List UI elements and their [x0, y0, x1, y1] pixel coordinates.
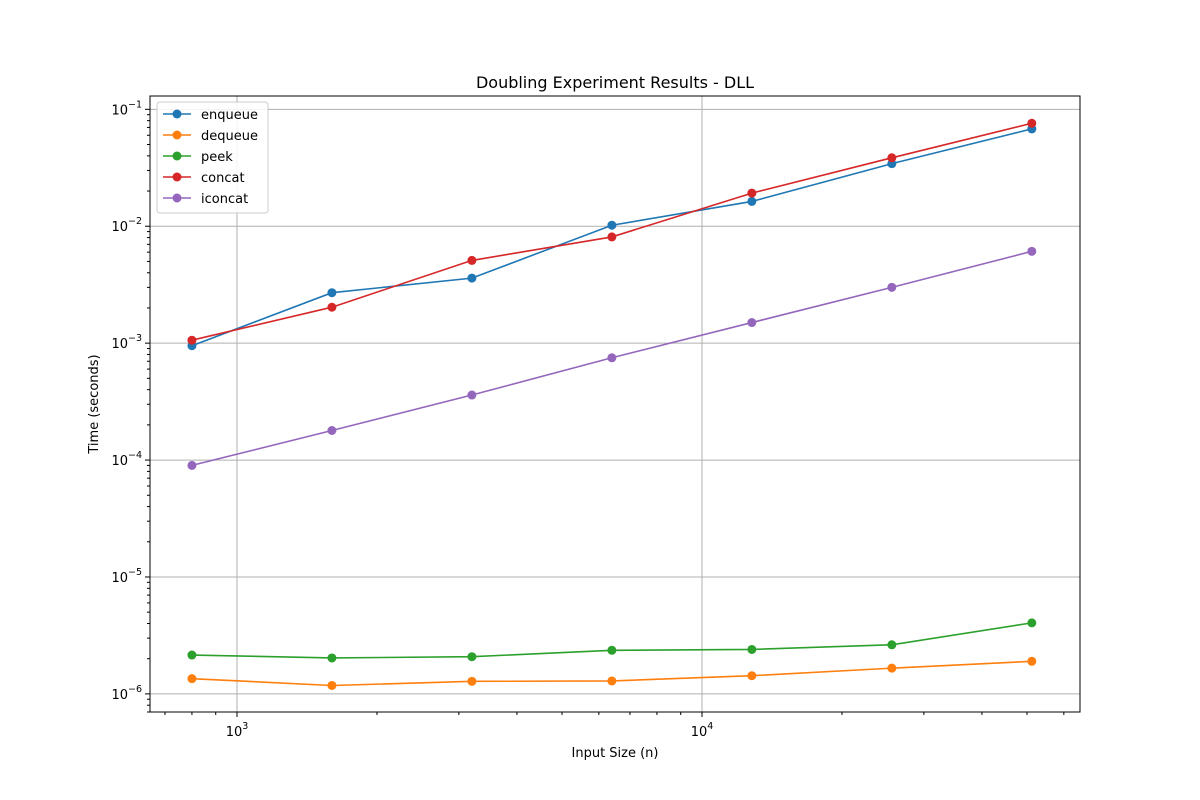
x-tick-label: 104: [691, 721, 714, 740]
y-tick-label-base: 10: [111, 220, 128, 235]
x-tick-label-exponent: 3: [242, 721, 248, 732]
y-tick-label: 10−5: [111, 567, 142, 586]
legend: enqueue dequeue peek concat iconcat: [156, 101, 269, 214]
series-layer: [187, 118, 1037, 690]
legend-entry-iconcat: iconcat: [163, 192, 248, 207]
data-point-peek: [327, 653, 337, 663]
y-tick-label-exponent: −1: [128, 99, 142, 110]
y-tick-label-exponent: −4: [128, 450, 142, 461]
data-point-concat: [747, 188, 757, 198]
y-tick-label-base: 10: [111, 337, 128, 352]
y-tick-label-base: 10: [111, 571, 128, 586]
data-point-iconcat: [887, 282, 897, 292]
chart-title: Doubling Experiment Results - DLL: [476, 73, 754, 92]
data-point-dequeue: [327, 680, 337, 690]
legend-marker-peek: [172, 151, 182, 161]
legend-label-concat: concat: [201, 171, 245, 186]
y-tick-label: 10−6: [111, 684, 142, 703]
legend-marker-iconcat: [172, 193, 182, 203]
data-point-peek: [607, 645, 617, 655]
data-point-dequeue: [467, 676, 477, 686]
legend-label-dequeue: dequeue: [201, 129, 258, 144]
legend-label-peek: peek: [201, 150, 233, 165]
legend-label-enqueue: enqueue: [201, 108, 258, 123]
legend-entry-peek: peek: [163, 150, 233, 165]
x-axis-label: Input Size (n): [572, 746, 659, 761]
data-point-peek: [747, 644, 757, 654]
data-point-iconcat: [187, 460, 197, 470]
data-point-enqueue: [607, 220, 617, 230]
x-tick-label-exponent: 4: [707, 721, 713, 732]
y-tick-label: 10−3: [111, 333, 142, 352]
legend-label-iconcat: iconcat: [201, 192, 248, 207]
legend-box: [156, 101, 269, 214]
y-tick-label-base: 10: [111, 103, 128, 118]
y-tick-label-base: 10: [111, 688, 128, 703]
data-point-enqueue: [747, 196, 757, 206]
data-point-peek: [887, 640, 897, 650]
data-point-iconcat: [467, 390, 477, 400]
x-tick-label: 103: [226, 721, 249, 740]
data-point-iconcat: [1027, 246, 1037, 256]
series-iconcat: [187, 246, 1037, 470]
y-tick-label-base: 10: [111, 454, 128, 469]
series-peek: [187, 618, 1037, 663]
data-point-peek: [467, 652, 477, 662]
data-point-peek: [1027, 618, 1037, 628]
axes-frame: [149, 95, 1081, 713]
legend-marker-enqueue: [172, 109, 182, 119]
data-point-concat: [187, 335, 197, 345]
y-tick-label-exponent: −3: [128, 333, 142, 344]
data-point-enqueue: [467, 273, 477, 283]
data-point-dequeue: [187, 674, 197, 684]
legend-entry-concat: concat: [163, 171, 245, 186]
y-tick-label: 10−2: [111, 216, 142, 235]
y-tick-label: 10−1: [111, 99, 142, 118]
data-point-concat: [887, 153, 897, 163]
data-point-concat: [327, 302, 337, 312]
series-concat: [187, 118, 1037, 345]
legend-marker-concat: [172, 172, 182, 182]
legend-marker-dequeue: [172, 130, 182, 140]
y-tick-label: 10−4: [111, 450, 142, 469]
data-point-concat: [1027, 118, 1037, 128]
series-dequeue: [187, 656, 1037, 690]
data-point-dequeue: [887, 663, 897, 673]
data-point-enqueue: [327, 288, 337, 298]
legend-entry-dequeue: dequeue: [163, 129, 258, 144]
data-point-peek: [187, 650, 197, 660]
data-point-iconcat: [607, 353, 617, 363]
data-point-concat: [607, 232, 617, 242]
y-tick-label-exponent: −2: [128, 216, 142, 227]
data-point-iconcat: [747, 318, 757, 328]
legend-entry-enqueue: enqueue: [163, 108, 258, 123]
y-tick-label-exponent: −6: [128, 684, 142, 695]
data-point-dequeue: [1027, 656, 1037, 666]
y-axis-label: Time (seconds): [87, 354, 102, 454]
x-tick-label-base: 10: [226, 725, 243, 740]
y-tick-label-exponent: −5: [128, 567, 142, 578]
data-point-dequeue: [607, 676, 617, 686]
data-point-iconcat: [327, 426, 337, 436]
data-point-dequeue: [747, 671, 757, 681]
x-tick-label-base: 10: [691, 725, 708, 740]
data-point-concat: [467, 255, 477, 265]
